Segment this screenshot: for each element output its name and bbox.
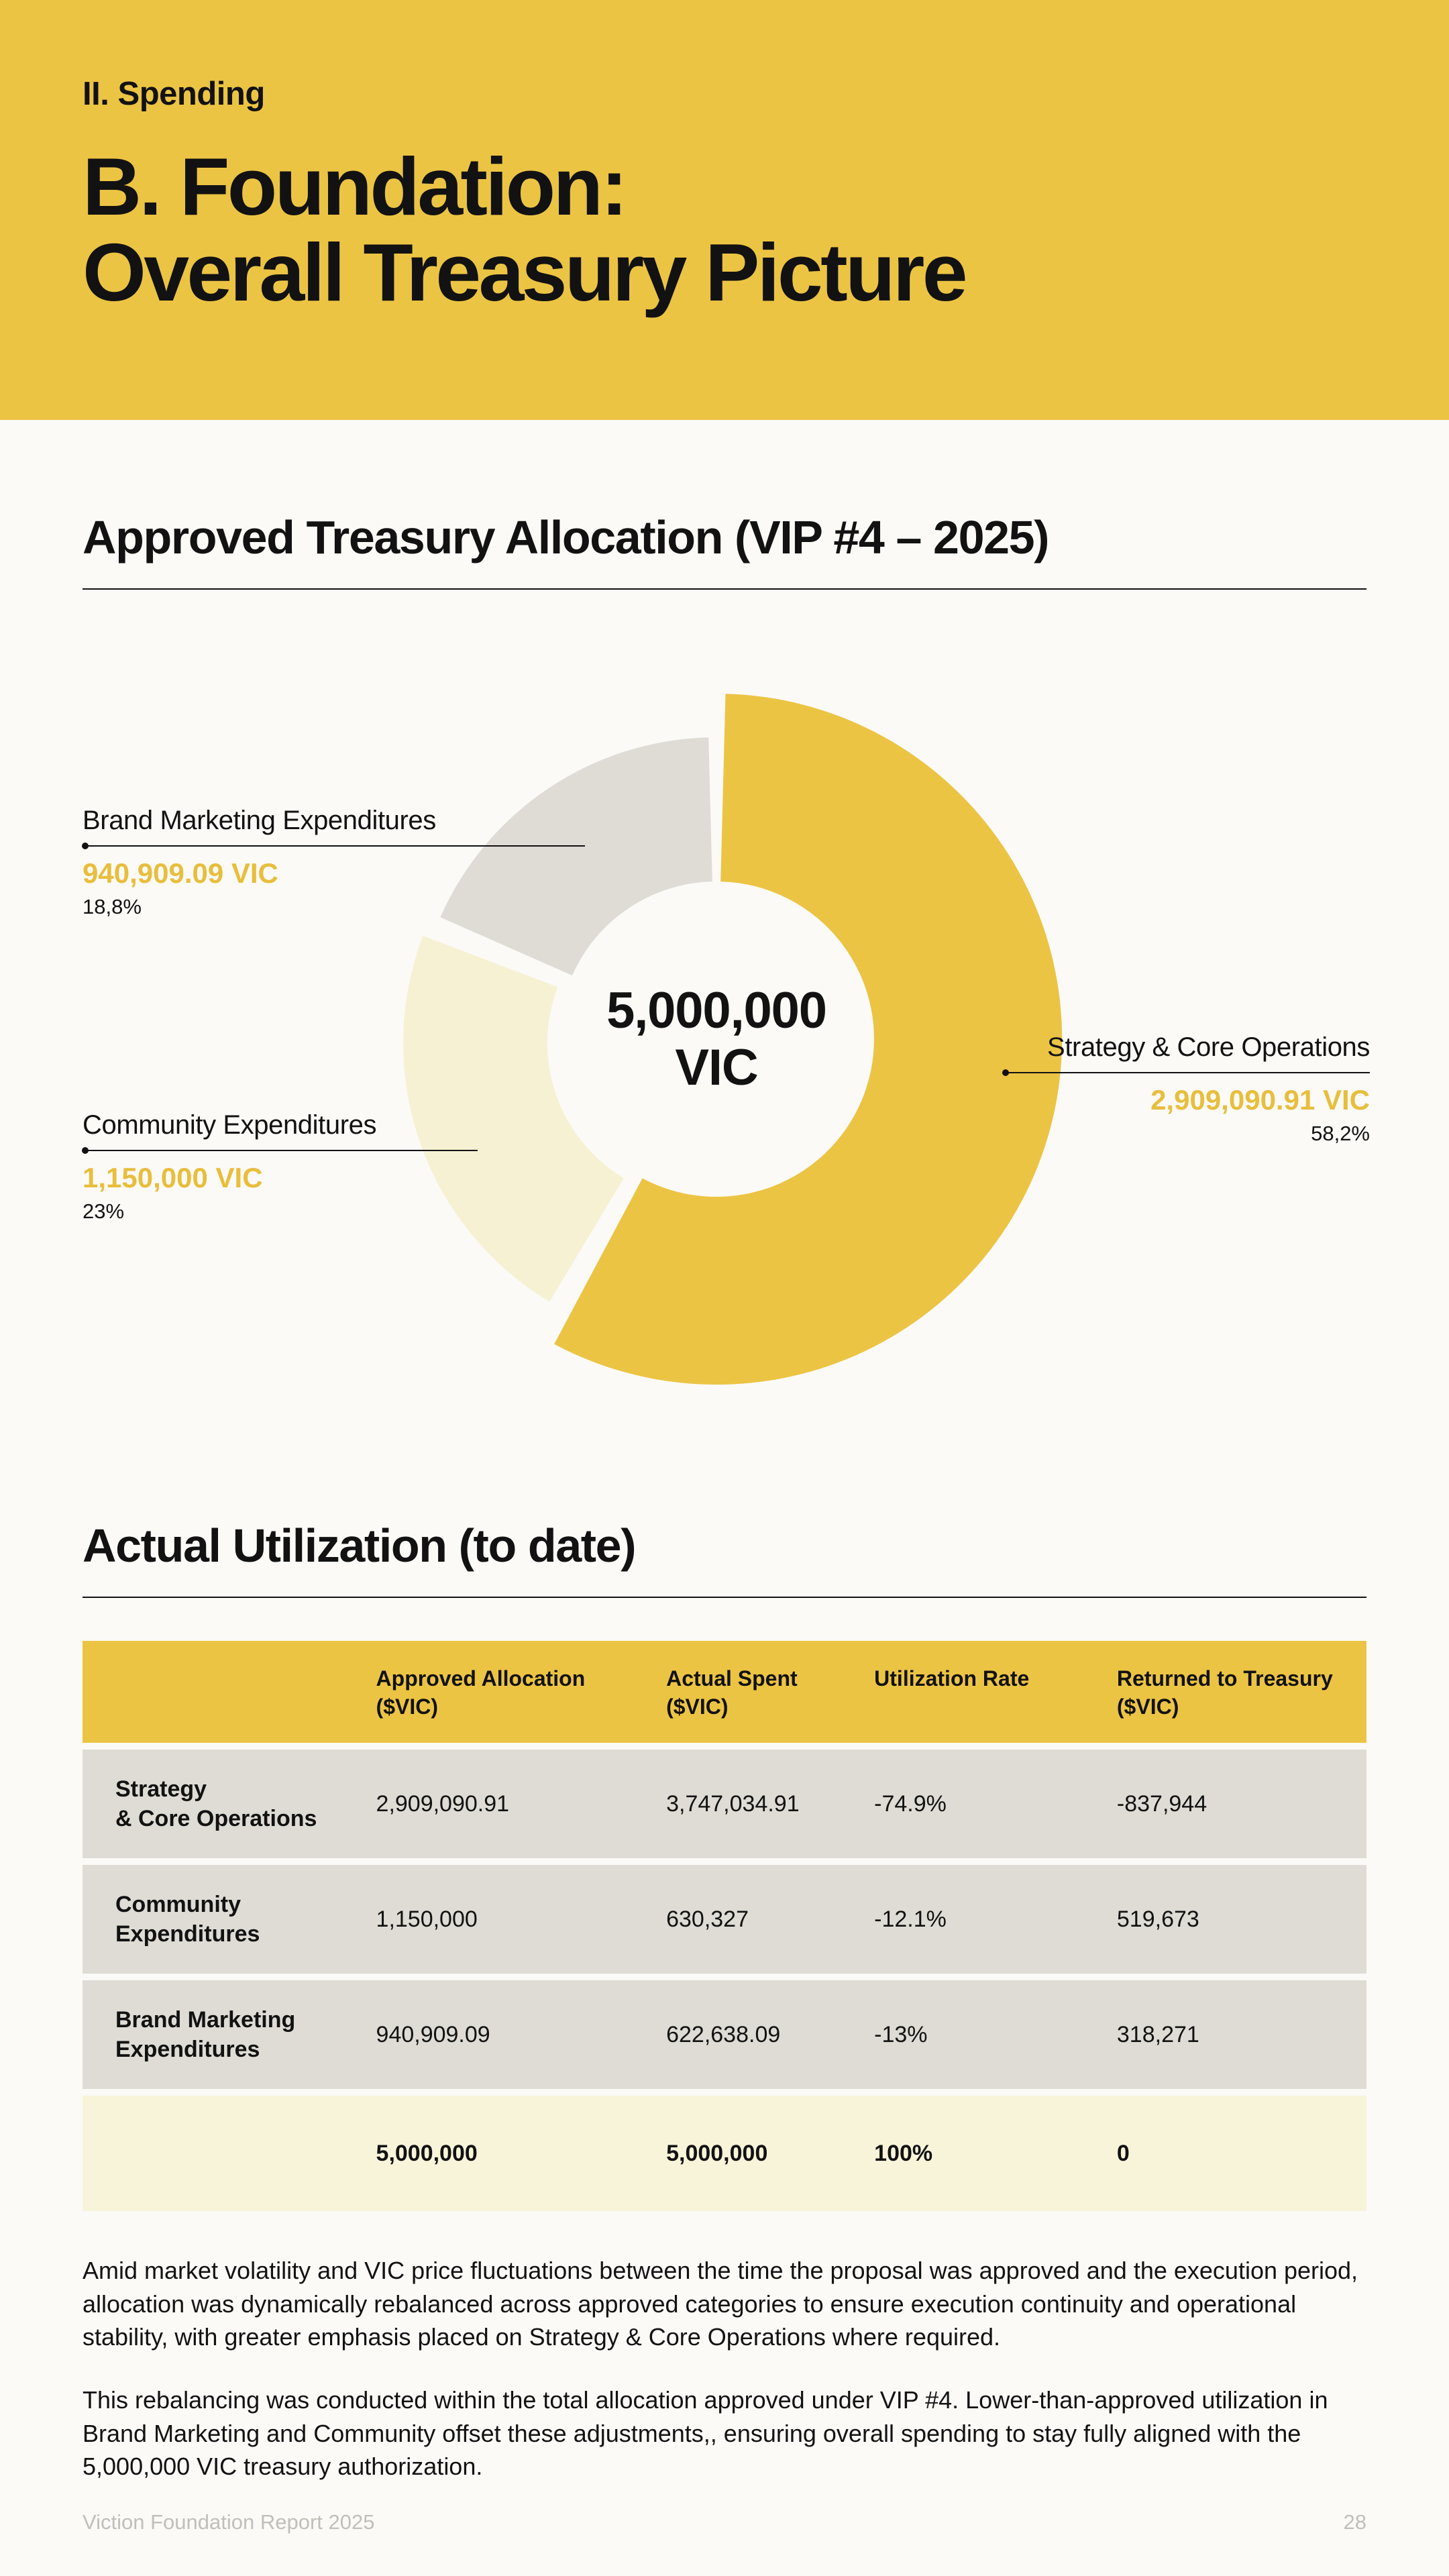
- cell-approved: 940,909.09: [376, 2021, 490, 2047]
- page-banner: II. Spending B. Foundation: Overall Trea…: [0, 0, 1449, 420]
- callout-strategy-leader-line: [1002, 1069, 1370, 1076]
- utilization-heading-rule: [83, 1597, 1366, 1598]
- cell-rate: -12.1%: [874, 1906, 947, 1932]
- total-spent: 5,000,000: [666, 2140, 768, 2166]
- total-returned: 0: [1116, 2140, 1130, 2166]
- page-footer: Viction Foundation Report 2025 28: [83, 2510, 1366, 2534]
- donut-chart: [403, 694, 1063, 1385]
- table-total-row: 5,000,000 5,000,000 100% 0: [83, 2096, 1366, 2211]
- callout-brand-leader-line: [82, 843, 585, 849]
- callout-community-percent: 23%: [83, 1199, 125, 1223]
- donut-center-value: 5,000,000: [606, 981, 827, 1039]
- callout-brand-label: Brand Marketing Expenditures: [83, 806, 436, 835]
- table-header-row: Approved Allocation ($VIC) Actual Spent …: [83, 1641, 1366, 1743]
- body-paragraph-2: This rebalancing was conducted within th…: [83, 2386, 1328, 2481]
- cell-returned: 519,673: [1116, 1906, 1199, 1932]
- cell-returned: 318,271: [1116, 2021, 1199, 2047]
- header-cell-empty: [83, 1641, 343, 1743]
- cell-approved: 2,909,090.91: [376, 1790, 510, 1817]
- leader-dot-icon: [82, 843, 89, 849]
- cell-returned: -837,944: [1116, 1790, 1208, 1817]
- cell-rate: -13%: [874, 2021, 928, 2047]
- header-cell-rate: Utilization Rate: [874, 1666, 1030, 1690]
- callout-community: Community Expenditures 1,150,000 VIC 23%: [82, 1110, 478, 1224]
- total-approved: 5,000,000: [376, 2140, 478, 2166]
- allocation-heading-block: Approved Treasury Allocation (VIP #4 – 2…: [83, 511, 1366, 590]
- cell-spent: 630,327: [666, 1906, 749, 1932]
- table-row: Community Expenditures 1,150,000 630,327…: [83, 1865, 1366, 1974]
- header-cell-spent: Actual Spent ($VIC): [666, 1666, 798, 1719]
- callout-strategy-value: 2,909,090.91 VIC: [1150, 1084, 1370, 1116]
- total-rate: 100%: [874, 2140, 933, 2166]
- row-label: Strategy & Core Operations: [115, 1776, 317, 1831]
- donut-center-unit: VIC: [675, 1039, 758, 1096]
- body-paragraph-1: Amid market volatility and VIC price flu…: [83, 2257, 1358, 2351]
- callout-strategy: Strategy & Core Operations 2,909,090.91 …: [1002, 1032, 1370, 1146]
- leader-dot-icon: [1002, 1069, 1009, 1076]
- section-eyebrow: II. Spending: [83, 76, 265, 112]
- cell-spent: 622,638.09: [666, 2021, 781, 2047]
- donut-center-label: 5,000,000 VIC: [606, 981, 827, 1096]
- callout-brand-marketing: Brand Marketing Expenditures 940,909.09 …: [82, 806, 585, 919]
- callout-community-value: 1,150,000 VIC: [83, 1162, 263, 1193]
- callout-strategy-percent: 58,2%: [1311, 1122, 1370, 1145]
- total-label-empty: [83, 2096, 343, 2211]
- allocation-section-heading: Approved Treasury Allocation (VIP #4 – 2…: [83, 511, 1049, 564]
- cell-spent: 3,747,034.91: [666, 1790, 800, 1817]
- report-body: Approved Treasury Allocation (VIP #4 – 2…: [0, 511, 1449, 2483]
- treasury-allocation-chart: 5,000,000 VIC Brand Marketing Expenditur…: [0, 694, 1449, 1411]
- page-title: B. Foundation: Overall Treasury Picture: [83, 141, 968, 319]
- callout-community-leader-line: [82, 1147, 478, 1154]
- utilization-table: Approved Allocation ($VIC) Actual Spent …: [83, 1641, 1366, 2211]
- table-row: Strategy & Core Operations 2,909,090.91 …: [83, 1750, 1366, 1858]
- footer-page-number: 28: [1343, 2510, 1366, 2534]
- donut-slice-1: [403, 935, 624, 1302]
- cell-rate: -74.9%: [874, 1790, 947, 1817]
- callout-brand-percent: 18,8%: [83, 895, 142, 918]
- header-cell-returned: Returned to Treasury ($VIC): [1116, 1666, 1333, 1719]
- callout-community-label: Community Expenditures: [83, 1110, 377, 1140]
- allocation-heading-rule: [83, 588, 1366, 590]
- cell-approved: 1,150,000: [376, 1906, 478, 1932]
- donut-slice-0: [554, 694, 1063, 1385]
- row-label: Brand Marketing Expenditures: [115, 2006, 296, 2062]
- callout-strategy-label: Strategy & Core Operations: [1047, 1032, 1370, 1062]
- table-row: Brand Marketing Expenditures 940,909.09 …: [83, 1980, 1366, 2089]
- utilization-section: Actual Utilization (to date) Approved Al…: [83, 1519, 1366, 2483]
- utilization-section-heading: Actual Utilization (to date): [83, 1519, 637, 1572]
- leader-dot-icon: [82, 1147, 89, 1154]
- footer-report-name: Viction Foundation Report 2025: [83, 2510, 375, 2534]
- row-label: Community Expenditures: [115, 1891, 260, 1947]
- callout-brand-value: 940,909.09 VIC: [83, 857, 278, 889]
- donut-slice-2: [440, 737, 712, 976]
- header-cell-approved: Approved Allocation ($VIC): [376, 1666, 586, 1719]
